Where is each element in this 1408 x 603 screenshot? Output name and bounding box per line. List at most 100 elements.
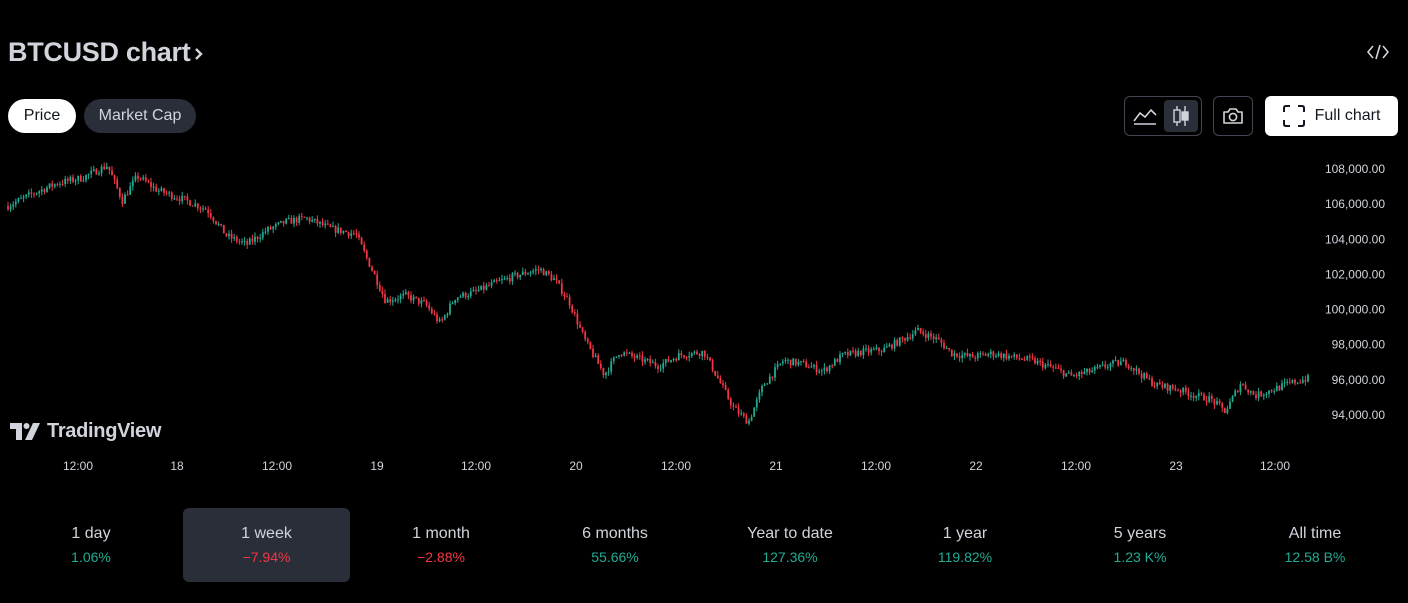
candle-body <box>857 350 860 356</box>
candle-body <box>1031 357 1034 359</box>
period-all-time[interactable]: All time 12.58 B% <box>1232 508 1398 582</box>
candle-body <box>82 180 85 182</box>
candle-body <box>1018 357 1021 359</box>
candle-body <box>620 355 623 357</box>
candle-body <box>792 358 795 366</box>
candle-body <box>657 366 659 369</box>
period-year-to-date[interactable]: Year to date 127.36% <box>707 508 873 582</box>
candle-body <box>209 213 212 218</box>
candle-body <box>30 192 33 194</box>
candle-body <box>560 283 563 294</box>
candle-body <box>732 405 735 407</box>
candle-body <box>495 280 498 282</box>
candle-body <box>334 225 337 233</box>
candle-body <box>272 226 275 230</box>
tab-price[interactable]: Price <box>8 99 76 133</box>
candle-body <box>485 285 488 290</box>
period-1-year[interactable]: 1 year 119.82% <box>882 508 1048 582</box>
embed-code-button[interactable] <box>1362 38 1394 66</box>
candle-body <box>51 183 54 187</box>
time-tick-label: 12:00 <box>861 459 891 473</box>
candle-body <box>126 194 129 196</box>
candle-body <box>482 285 485 290</box>
candle-body <box>703 350 706 357</box>
area-style-button[interactable] <box>1128 100 1162 132</box>
candle-body <box>927 333 930 338</box>
candle-body <box>1223 407 1226 413</box>
candle-body <box>433 313 436 315</box>
price-chart[interactable]: 108,000.00 106,000.00 104,000.00 102,000.00… <box>0 150 1408 480</box>
candle-body <box>469 291 472 297</box>
price-tick-label: 106,000.00 <box>1325 197 1385 211</box>
period-6-months[interactable]: 6 months 55.66% <box>532 508 698 582</box>
candle-body <box>402 293 405 296</box>
candle-body <box>1080 372 1083 374</box>
candle-body <box>870 349 873 353</box>
period-1-month[interactable]: 1 month −2.88% <box>358 508 524 582</box>
candle-body <box>758 392 761 400</box>
period-1-day[interactable]: 1 day 1.06% <box>8 508 174 582</box>
candle-body <box>880 351 883 353</box>
period-1-week[interactable]: 1 week −7.94% <box>183 508 350 582</box>
snapshot-button[interactable] <box>1213 96 1253 136</box>
candle-body <box>33 193 35 195</box>
candle-body <box>306 217 308 219</box>
candle-body <box>950 349 953 357</box>
candle-body <box>43 189 46 192</box>
candles-layer <box>7 162 1309 426</box>
candle-body <box>576 313 579 325</box>
candle-body <box>623 352 626 356</box>
candle-body <box>1195 396 1198 398</box>
candle-body <box>584 332 587 340</box>
candle-body <box>1049 364 1052 367</box>
candle-body <box>761 386 763 393</box>
candle-body <box>1218 400 1221 404</box>
candle-body <box>290 218 293 224</box>
candlestick-icon <box>1173 106 1189 126</box>
chart-title-link[interactable]: BTCUSD chart <box>8 34 204 70</box>
price-tick-label: 100,000.00 <box>1325 303 1385 317</box>
candle-body <box>25 194 28 197</box>
candle-body <box>326 223 329 225</box>
tab-market-cap[interactable]: Market Cap <box>84 99 196 133</box>
candle-body <box>729 398 732 406</box>
candle-body <box>170 192 173 199</box>
candle-style-button[interactable] <box>1164 100 1198 132</box>
candle-body <box>646 358 649 360</box>
candle-body <box>989 351 992 355</box>
candle-body <box>1000 353 1003 358</box>
candle-body <box>137 175 139 179</box>
price-tick-label: 102,000.00 <box>1325 267 1385 281</box>
candle-body <box>204 208 207 210</box>
candle-body <box>566 296 568 298</box>
candle-body <box>228 233 230 237</box>
candle-body <box>1278 385 1281 391</box>
candle-body <box>922 331 925 335</box>
candle-body <box>186 196 189 201</box>
candle-body <box>1067 372 1070 374</box>
candle-body <box>498 280 501 282</box>
candle-body <box>1171 385 1174 389</box>
candle-body <box>259 237 262 239</box>
tradingview-logo[interactable]: TradingView <box>10 419 161 443</box>
candle-body <box>602 368 605 375</box>
candle-body <box>979 353 982 355</box>
candle-body <box>66 178 69 181</box>
period-5-years[interactable]: 5 years 1.23 K% <box>1057 508 1223 582</box>
candle-body <box>545 271 548 276</box>
tab-market-cap-label: Market Cap <box>98 107 182 124</box>
candle-body <box>612 357 615 362</box>
candle-body <box>438 319 441 322</box>
candle-body <box>867 348 870 353</box>
candle-body <box>506 277 509 279</box>
candle-body <box>480 285 483 290</box>
candle-body <box>1104 364 1107 368</box>
candle-body <box>969 354 971 357</box>
candle-body <box>386 299 389 303</box>
candle-body <box>163 188 165 193</box>
full-chart-button[interactable]: Full chart <box>1265 96 1398 136</box>
candle-body <box>1249 391 1252 393</box>
candle-body <box>233 236 236 239</box>
time-tick-label: 20 <box>569 459 583 473</box>
candle-body <box>189 200 191 206</box>
